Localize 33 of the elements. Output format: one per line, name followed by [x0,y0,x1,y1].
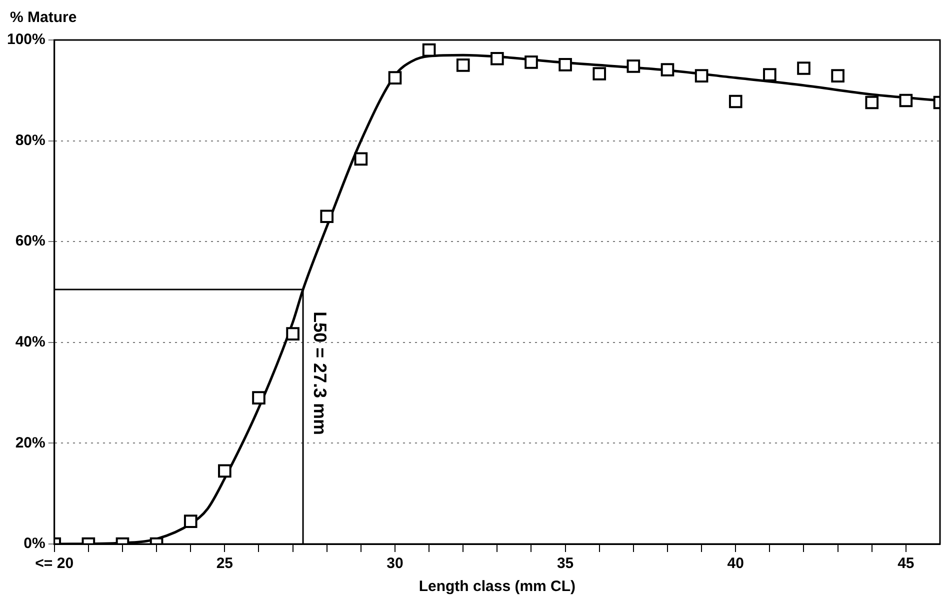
point [626,60,640,73]
point [763,68,776,82]
x-tick-label: <= 20 [35,555,74,572]
x-tick-label: 40 [727,555,744,572]
point [865,96,879,110]
point [388,71,402,84]
ref-line-label: L50 = 27.3 mm [310,311,330,436]
point [694,69,708,82]
point [899,94,913,108]
point [320,210,334,224]
x-tick-label: 35 [556,555,574,572]
x-axis-title: Length class (mm CL) [418,578,576,596]
x-tick-label: 30 [386,555,404,572]
y-tick-label: 100% [6,31,46,48]
point [490,52,504,66]
y-tick-label: 0% [24,535,46,552]
point [422,43,436,57]
y-tick-label: 80% [15,132,46,149]
point [797,62,810,75]
y-tick-label: 60% [15,232,46,250]
y-axis-title: % Mature [10,9,77,26]
point [831,69,844,82]
point [524,56,538,69]
point [728,94,742,108]
y-tick-label: 20% [15,434,46,452]
point [592,67,606,80]
point [354,152,368,166]
point [456,58,470,72]
point [558,58,572,72]
x-tick-label: 25 [216,555,234,572]
y-tick-label: 40% [15,334,46,351]
point [660,63,674,76]
x-tick-label: 45 [898,555,914,572]
